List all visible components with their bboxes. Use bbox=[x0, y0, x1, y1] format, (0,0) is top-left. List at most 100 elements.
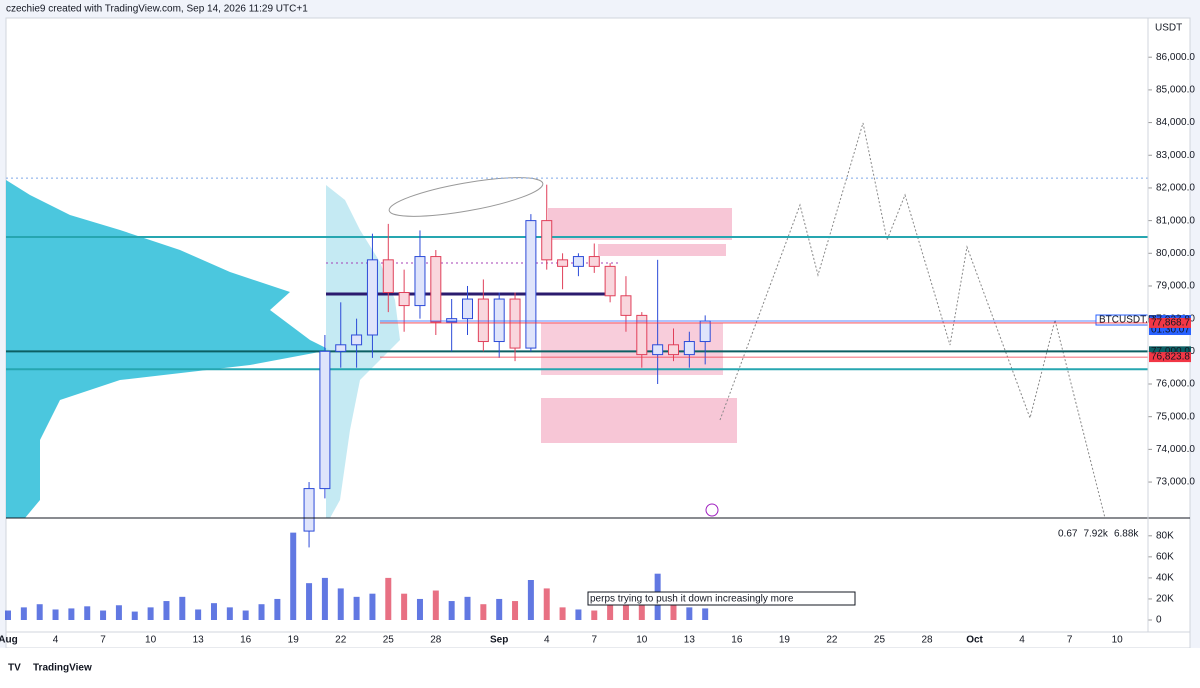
volume-bar bbox=[226, 607, 233, 620]
volume-bar bbox=[179, 596, 186, 620]
volume-bar bbox=[575, 609, 582, 620]
candle-body bbox=[319, 350, 331, 490]
volume-bar bbox=[258, 604, 265, 620]
y-tick-label: 75,000.0 bbox=[1156, 411, 1195, 422]
x-tick-label: 16 bbox=[240, 635, 252, 646]
candle-body bbox=[509, 298, 521, 349]
volume-tick-label: 20K bbox=[1156, 594, 1174, 605]
volume-bar bbox=[353, 596, 360, 620]
volume-bar bbox=[464, 596, 471, 620]
projection-path bbox=[719, 122, 1106, 519]
volume-bar bbox=[20, 607, 27, 620]
volume-bar bbox=[195, 609, 202, 620]
candle-body bbox=[541, 220, 553, 261]
volume-tick-label: 80K bbox=[1156, 530, 1174, 541]
candle-body bbox=[430, 256, 442, 323]
price-label-bg bbox=[1149, 317, 1191, 328]
y-tick-label: 79,000.0 bbox=[1156, 281, 1195, 292]
volume-bar bbox=[306, 583, 313, 620]
price-label-time: 01:30:07 bbox=[1151, 325, 1190, 336]
y-tick-label: 83,000.0 bbox=[1156, 150, 1195, 161]
price-label-bg bbox=[1149, 352, 1191, 363]
candle-body bbox=[667, 344, 679, 356]
supply-zone bbox=[598, 244, 726, 256]
candle-body bbox=[588, 256, 600, 267]
volume-bar bbox=[416, 598, 423, 620]
volume-bar bbox=[36, 604, 43, 620]
volume-bar bbox=[52, 609, 59, 620]
annotation: perps trying to push it down increasingl… bbox=[590, 594, 794, 605]
volume-bar bbox=[115, 605, 122, 620]
volume-bar bbox=[448, 601, 455, 620]
candle-body bbox=[652, 344, 664, 356]
x-tick-label: 25 bbox=[383, 635, 395, 646]
volume-tick-label: 40K bbox=[1156, 573, 1174, 584]
candle-body bbox=[604, 265, 616, 297]
y-tick-label: 86,000.0 bbox=[1156, 52, 1195, 63]
candle-body bbox=[414, 256, 426, 307]
supply-zone bbox=[548, 208, 732, 240]
x-tick-label: 10 bbox=[1112, 635, 1124, 646]
x-tick-label: Aug bbox=[0, 635, 18, 646]
x-tick-label: 19 bbox=[779, 635, 791, 646]
candle-body bbox=[446, 318, 458, 323]
demand-zone bbox=[541, 323, 723, 375]
candle-body bbox=[493, 298, 505, 343]
x-tick-label: 22 bbox=[826, 635, 838, 646]
volume-bar bbox=[163, 601, 170, 620]
candle-body bbox=[398, 292, 410, 307]
volume-bar bbox=[369, 593, 376, 620]
volume-bar bbox=[543, 588, 550, 620]
volume-bar bbox=[131, 611, 138, 620]
candle-body bbox=[462, 298, 474, 320]
volume-bar bbox=[290, 532, 297, 620]
volume-profile bbox=[6, 180, 330, 518]
x-tick-label: 28 bbox=[921, 635, 933, 646]
x-tick-label: 10 bbox=[636, 635, 648, 646]
volume-bar bbox=[686, 607, 693, 620]
volume-bar bbox=[591, 610, 598, 620]
header: czechie9 created with TradingView.com, S… bbox=[6, 4, 308, 15]
volume-tick-label: 0 bbox=[1156, 615, 1162, 626]
volume-bar bbox=[622, 604, 629, 620]
volume-bar bbox=[84, 606, 91, 620]
volume-bar bbox=[496, 598, 503, 620]
highlight-ellipse bbox=[388, 177, 544, 217]
event-icon bbox=[705, 503, 719, 517]
volume-bar bbox=[401, 593, 408, 620]
volume-bar bbox=[147, 607, 154, 620]
x-tick-label: 16 bbox=[731, 635, 743, 646]
candle-body bbox=[620, 295, 632, 316]
volume-bar bbox=[385, 577, 392, 620]
y-tick-label: 85,000.0 bbox=[1156, 85, 1195, 96]
volume-bar bbox=[559, 607, 566, 620]
volume-bar bbox=[670, 593, 677, 620]
volume-legend-value: 6.88k bbox=[1114, 529, 1139, 540]
y-tick-label: 80,000.0 bbox=[1156, 248, 1195, 259]
x-tick-label: 4 bbox=[53, 635, 59, 646]
price-label: 76,823.8 bbox=[1151, 352, 1190, 363]
candle-body bbox=[303, 488, 315, 532]
volume-bar bbox=[274, 598, 281, 620]
candle-body bbox=[699, 320, 711, 343]
volume-bar bbox=[432, 590, 439, 620]
volume-bar bbox=[337, 588, 344, 620]
y-tick-label: 73,000.0 bbox=[1156, 477, 1195, 488]
x-tick-label: 4 bbox=[1019, 635, 1025, 646]
candle-body bbox=[366, 259, 378, 336]
x-tick-label: 10 bbox=[145, 635, 157, 646]
volume-bar bbox=[242, 610, 249, 620]
candle-body bbox=[572, 256, 584, 267]
symbol-tag: BTCUSDT.P bbox=[1099, 315, 1155, 326]
price-label: 77,000.0 bbox=[1151, 346, 1190, 357]
x-tick-label: 22 bbox=[335, 635, 347, 646]
currency: USDT bbox=[1155, 23, 1182, 34]
y-tick-label: 81,000.0 bbox=[1156, 215, 1195, 226]
volume-bar bbox=[702, 608, 709, 620]
y-tick-label: 74,000.0 bbox=[1156, 444, 1195, 455]
candle-body bbox=[683, 341, 695, 356]
candle-body bbox=[557, 259, 569, 267]
x-tick-label: 4 bbox=[544, 635, 550, 646]
